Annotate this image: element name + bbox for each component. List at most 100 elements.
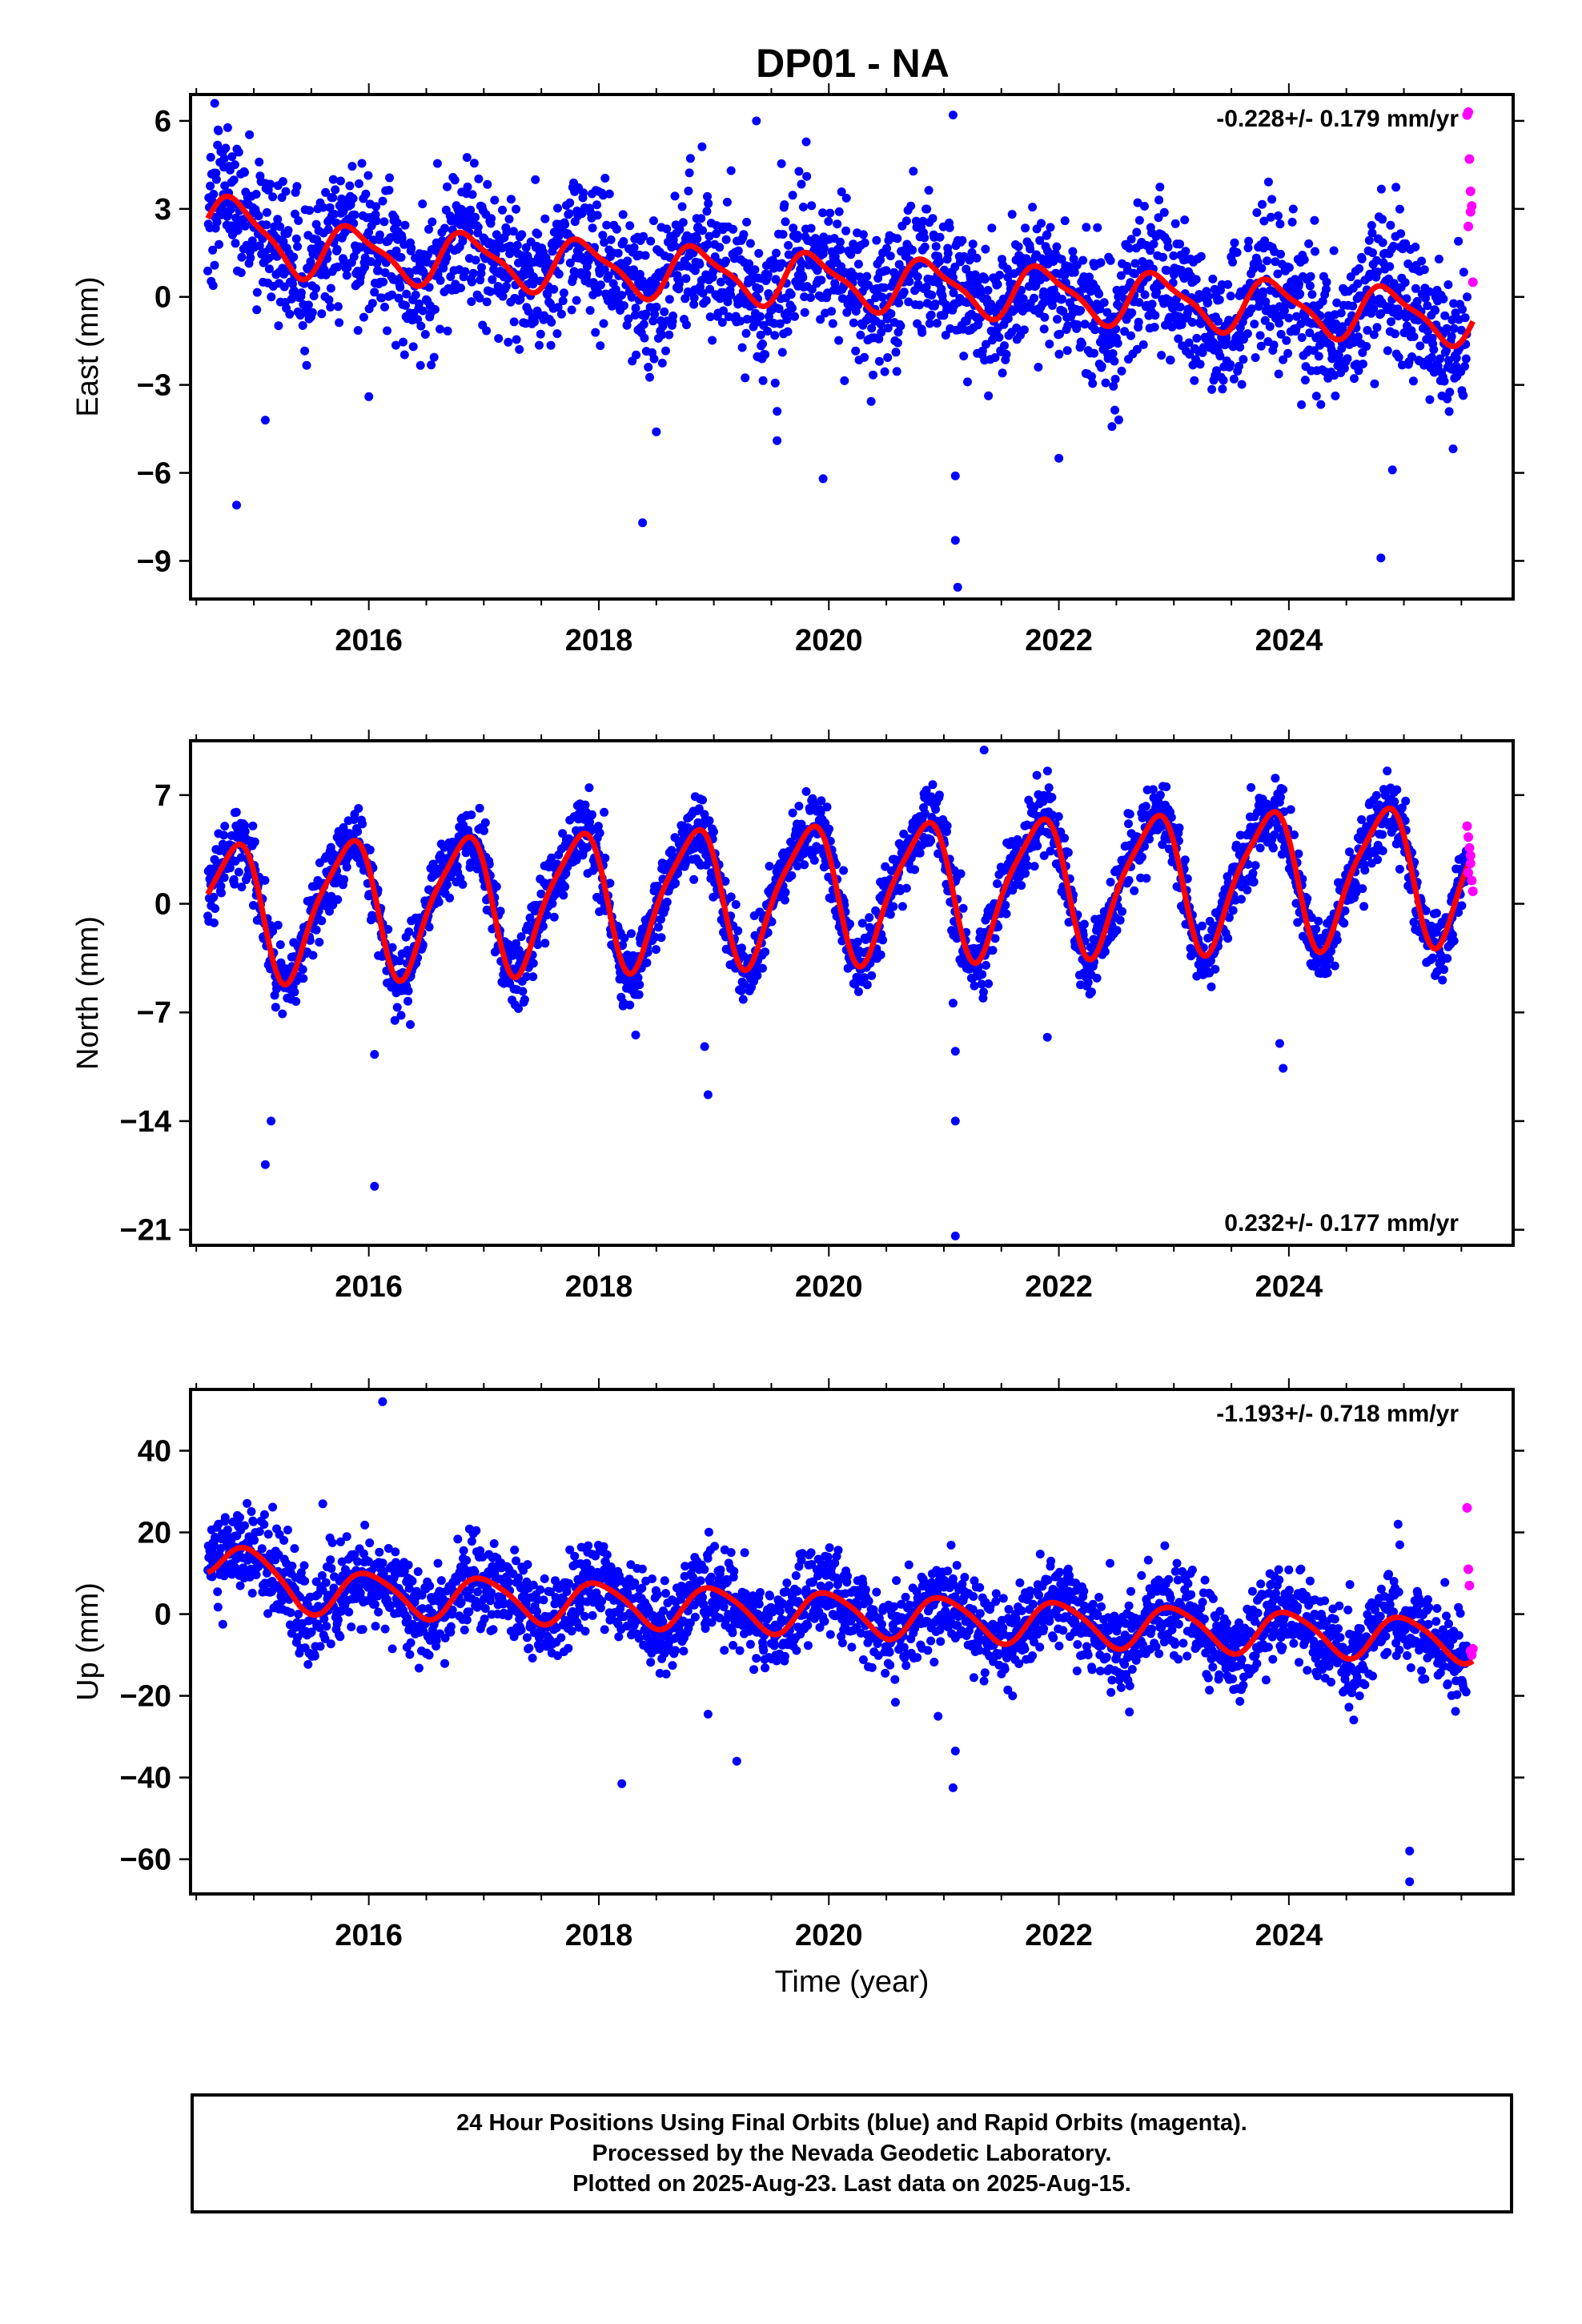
east-final-point (1255, 331, 1265, 340)
east-final-point (652, 302, 661, 312)
north-final-point (580, 800, 590, 810)
east-final-point (1449, 324, 1459, 333)
east-final-point (1461, 354, 1471, 364)
east-final-point (783, 327, 793, 336)
east-final-point (208, 281, 218, 291)
east-final-point (1130, 259, 1140, 268)
east-final-point (333, 302, 343, 312)
east-final-point (1134, 215, 1144, 225)
east-final-point (1203, 292, 1213, 301)
east-final-point (342, 271, 351, 280)
east-final-point (1367, 228, 1377, 238)
north-final-point (857, 919, 867, 928)
east-final-point (770, 378, 780, 388)
east-final-point (860, 238, 869, 247)
east-final-point (1442, 346, 1451, 356)
east-model-fit-line (205, 193, 1476, 350)
north-final-point (845, 919, 854, 929)
east-final-point (860, 352, 869, 362)
north-final-point (740, 979, 749, 989)
north-final-point (516, 932, 526, 942)
east-final-point (876, 320, 885, 329)
north-final-point (733, 926, 743, 935)
north-final-point (1112, 926, 1122, 935)
east-final-point (872, 235, 881, 245)
north-final-point (1174, 823, 1184, 833)
east-final-point (1287, 217, 1297, 227)
east-final-point (206, 181, 215, 191)
east-final-point (681, 294, 690, 304)
north-final-point (475, 803, 484, 813)
north-final-point (358, 819, 367, 829)
east-final-point (1321, 284, 1331, 294)
east-final-point (877, 292, 887, 302)
east-final-point (330, 209, 339, 219)
east-final-point (473, 223, 483, 232)
east-final-point (275, 222, 285, 231)
north-final-point (215, 846, 224, 855)
east-final-point (1386, 220, 1395, 230)
east-final-point (1266, 212, 1275, 222)
east-final-point (1243, 329, 1252, 339)
east-final-point (774, 304, 784, 313)
north-final-point (915, 848, 925, 858)
east-final-point (1369, 330, 1379, 340)
east-final-point (1106, 255, 1115, 265)
east-final-point (1228, 257, 1238, 267)
east-final-point (1322, 277, 1331, 287)
north-final-point (561, 869, 571, 879)
east-final-point (834, 336, 844, 345)
east-final-point (466, 205, 476, 215)
east-final-point (677, 202, 687, 211)
east-final-point (876, 255, 885, 265)
east-final-point (949, 288, 958, 298)
east-final-point (883, 353, 893, 362)
east-final-point (974, 320, 983, 329)
east-final-point (554, 231, 564, 241)
east-final-point (630, 311, 640, 320)
east-final-point (1035, 235, 1045, 245)
east-final-point (252, 287, 262, 297)
east-final-point (517, 230, 527, 239)
north-final-point (984, 979, 994, 988)
east-final-point (883, 324, 893, 333)
north-final-point (250, 837, 259, 846)
east-final-point (1138, 340, 1148, 349)
east-final-point (227, 152, 237, 162)
east-final-point (756, 330, 765, 340)
east-final-point (213, 140, 223, 150)
north-final-point (1231, 840, 1241, 850)
north-final-point (342, 862, 351, 872)
north-final-point (1180, 855, 1190, 865)
east-final-point (788, 191, 797, 200)
north-final-point (1115, 915, 1125, 925)
east-final-point (640, 333, 649, 343)
north-final-point (1237, 895, 1246, 904)
east-final-point (841, 226, 851, 235)
east-final-point (476, 275, 485, 285)
east-final-point (885, 251, 895, 261)
east-final-point (1445, 388, 1455, 397)
north-final-point (548, 899, 557, 908)
east-final-point (1149, 239, 1158, 249)
east-final-point (1439, 294, 1448, 304)
east-final-point (604, 271, 613, 280)
east-final-point (490, 195, 500, 205)
east-final-point (784, 240, 793, 250)
east-final-point (1402, 294, 1411, 304)
east-final-point (1058, 295, 1067, 304)
east-final-point (689, 293, 699, 303)
east-final-point (682, 320, 691, 330)
north-final-point (219, 830, 228, 840)
east-final-point (1409, 332, 1419, 341)
east-final-point (1429, 368, 1439, 377)
east-final-point (593, 287, 603, 297)
east-final-point (450, 175, 460, 185)
east-final-point (535, 340, 544, 350)
east-final-point (1002, 350, 1011, 359)
east-final-point (208, 245, 218, 255)
north-final-point (395, 956, 404, 966)
east-final-point (211, 168, 221, 178)
east-final-point (891, 348, 901, 357)
east-final-point (681, 274, 691, 283)
